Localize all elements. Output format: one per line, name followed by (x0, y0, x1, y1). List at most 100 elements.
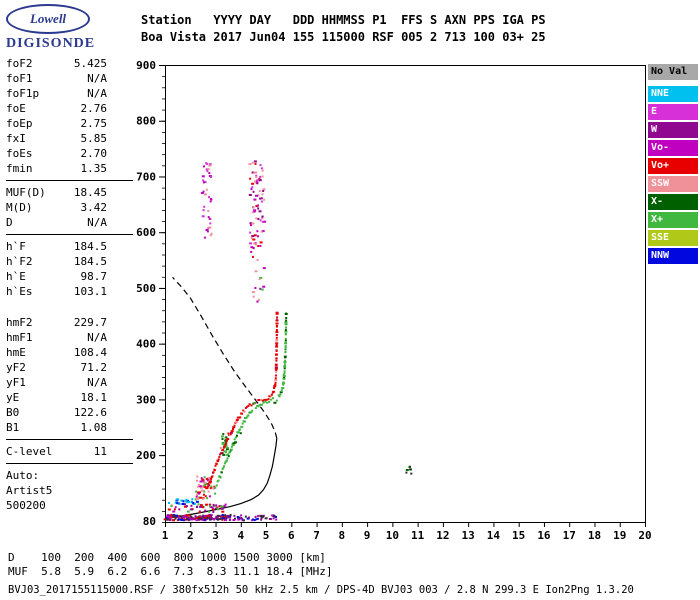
param-label: B1 (6, 421, 20, 434)
param-row: yE 18.1 (6, 390, 107, 405)
param-row: Artist5 (6, 483, 107, 498)
param-row: yF2 71.2 (6, 360, 107, 375)
param-label: MUF(D) (6, 186, 46, 199)
echo-clusters (163, 160, 413, 522)
param-row: foE 2.76 (6, 101, 107, 116)
y-axis-ticks: 200 300 400 500 600 700 800 900 80 (136, 59, 165, 528)
param-value: 98.7 (80, 270, 108, 283)
param-value: 1.08 (80, 421, 108, 434)
param-value: 103.1 (73, 285, 107, 298)
param-label: foEs (6, 147, 33, 160)
param-value: 2.75 (80, 117, 108, 130)
muf-row: MUF 5.8 5.9 6.2 6.6 7.3 8.3 11.1 18.4 [M… (8, 565, 333, 578)
x-tick-label: 18 (588, 529, 601, 542)
d-distance-row: D 100 200 400 600 800 1000 1500 3000 [km… (8, 551, 326, 564)
param-row: foF2 5.425 (6, 56, 107, 71)
x-tick-label: 3 (212, 529, 219, 542)
legend-entry: X- (648, 194, 698, 210)
param-value: 5.85 (80, 132, 108, 145)
param-label: yF1 (6, 376, 26, 389)
param-label: foF1p (6, 87, 40, 100)
param-row: foF1 N/A (6, 71, 107, 86)
param-label: h`F2 (6, 255, 33, 268)
param-row: C-level 11 (6, 444, 107, 459)
param-value: 71.2 (80, 361, 108, 374)
header-field-values: Boa Vista 2017 Jun04 155 115000 RSF 005 … (141, 30, 546, 44)
param-row: hmE 108.4 (6, 345, 107, 360)
y-tick-label: 900 (136, 59, 156, 72)
legend-entry: X+ (648, 212, 698, 228)
param-label: Artist5 (6, 484, 53, 497)
param-row: h`E 98.7 (6, 269, 107, 284)
param-value: N/A (87, 331, 107, 344)
o-mode-trace (205, 311, 279, 490)
separator-line (6, 439, 133, 440)
y-tick-label: 80 (143, 515, 156, 528)
status-line: BVJ03_2017155115000.RSF / 380fx512h 50 k… (8, 584, 634, 596)
x-tick-label: 7 (313, 529, 320, 542)
legend-entry: SSW (648, 176, 698, 192)
param-label: hmF2 (6, 316, 33, 329)
x-mode-trace (215, 312, 288, 487)
param-row: M(D) 3.42 (6, 200, 107, 215)
x-tick-label: 4 (237, 529, 244, 542)
param-row: fxI 5.85 (6, 131, 107, 146)
legend-entry: NNW (648, 248, 698, 264)
param-row: B1 1.08 (6, 420, 107, 435)
x-tick-label: 9 (364, 529, 371, 542)
param-value: 2.76 (80, 102, 108, 115)
param-value: 122.6 (73, 406, 107, 419)
x-tick-label: 13 (462, 529, 475, 542)
header-field-labels: Station YYYY DAY DDD HHMMSS P1 FFS S AXN… (141, 13, 546, 27)
x-axis-ticks: 1 2 3 4 5 6 7 8 9 10 11 12 13 14 15 16 17 18 19 20 (162, 522, 652, 542)
x-tick-label: 8 (339, 529, 346, 542)
param-label: foEp (6, 117, 33, 130)
param-label: D (6, 216, 13, 229)
x-tick-label: 15 (512, 529, 525, 542)
legend-entry: NNE (648, 86, 698, 102)
param-value: 1.35 (80, 162, 108, 175)
param-value: N/A (87, 376, 107, 389)
param-value: 108.4 (73, 346, 107, 359)
param-value: 2.70 (80, 147, 108, 160)
lowell-logo-text: Lowell (29, 11, 67, 26)
param-row: MUF(D) 18.45 (6, 185, 107, 200)
param-value: N/A (87, 216, 107, 229)
plot-frame (165, 65, 646, 523)
param-label: fmin (6, 162, 33, 175)
y-tick-label: 200 (136, 449, 156, 462)
x-tick-label: 5 (263, 529, 270, 542)
param-label: M(D) (6, 201, 33, 214)
parameter-panel: foF2 5.425 foF1 N/A foF1p N/A foE 2.76 foEp 2.75 f… (6, 56, 134, 513)
param-label: 500200 (6, 499, 46, 512)
param-row: Auto: (6, 468, 107, 483)
param-label: h`F (6, 240, 26, 253)
x-tick-label: 16 (537, 529, 551, 542)
y-tick-label: 700 (136, 170, 156, 183)
param-value: 18.1 (80, 391, 108, 404)
legend-entry: E (648, 104, 698, 120)
param-value: N/A (87, 72, 107, 85)
param-value: N/A (87, 87, 107, 100)
param-value: 11 (93, 445, 107, 458)
param-row: foF1p N/A (6, 86, 107, 101)
param-row: foEs 2.70 (6, 146, 107, 161)
true-height-profile-line (164, 438, 278, 520)
legend-entry: Vo- (648, 140, 698, 156)
y-tick-label: 400 (136, 338, 156, 351)
separator-line (6, 180, 133, 181)
param-label: h`E (6, 270, 26, 283)
param-label: foF1 (6, 72, 33, 85)
lowell-digisonde-logo: Lowell DIGISONDE (6, 4, 116, 52)
param-label: h`Es (6, 285, 33, 298)
param-value: 5.425 (73, 57, 107, 70)
param-row: foEp 2.75 (6, 116, 107, 131)
separator-line (6, 463, 133, 464)
x-tick-label: 20 (638, 529, 651, 542)
param-row: D N/A (6, 215, 107, 230)
param-row: h`Es 103.1 (6, 284, 107, 299)
param-value: 3.42 (80, 201, 108, 214)
param-value: 184.5 (73, 240, 107, 253)
